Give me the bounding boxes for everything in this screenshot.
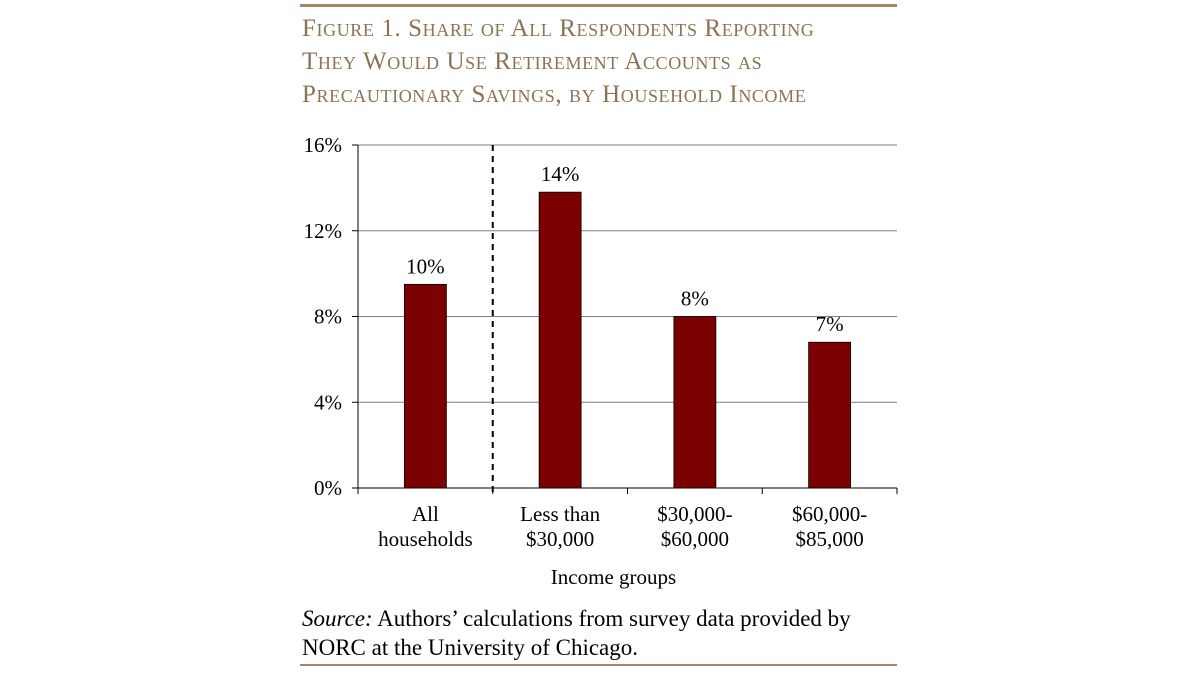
- bar: [403, 283, 447, 489]
- figure-title-line: Figure 1. Share of All Respondents Repor…: [302, 15, 815, 42]
- x-category-label: $60,000-: [792, 502, 867, 526]
- y-tick-label: 0%: [314, 476, 342, 500]
- bar: [673, 316, 717, 489]
- figure-title-line: They Would Use Retirement Accounts as: [302, 48, 763, 75]
- x-category-label: $30,000: [526, 527, 594, 551]
- figure-title-line: Precautionary Savings, by Household Inco…: [302, 81, 807, 108]
- x-category-label: All: [412, 502, 439, 526]
- y-tick-label: 8%: [314, 305, 342, 329]
- x-category-label: Less than: [520, 502, 600, 526]
- source-note: Source: Authors’ calculations from surve…: [302, 604, 902, 662]
- source-text-line-2: NORC at the University of Chicago.: [302, 635, 639, 660]
- bar-data-label: 7%: [816, 312, 844, 336]
- y-tick-label: 12%: [304, 219, 343, 243]
- x-category-label: $30,000-: [657, 502, 732, 526]
- source-text-line-1: Authors’ calculations from survey data p…: [377, 606, 851, 631]
- bottom-rule: [300, 664, 897, 666]
- x-category-label: $60,000: [661, 527, 729, 551]
- x-category-label: households: [378, 527, 473, 551]
- bar-data-label: 8%: [681, 287, 709, 311]
- figure-title: Figure 1. Share of All Respondents Repor…: [302, 12, 902, 111]
- source-label: Source:: [302, 606, 373, 631]
- y-tick-label: 4%: [314, 390, 342, 414]
- bar: [808, 341, 852, 489]
- bar-data-label: 10%: [406, 254, 445, 278]
- top-rule: [300, 4, 897, 7]
- x-category-label: $85,000: [796, 527, 864, 551]
- bar: [538, 191, 582, 489]
- y-tick-label: 16%: [304, 133, 343, 157]
- x-axis-label: Income groups: [551, 565, 676, 589]
- bar-data-label: 14%: [541, 162, 580, 186]
